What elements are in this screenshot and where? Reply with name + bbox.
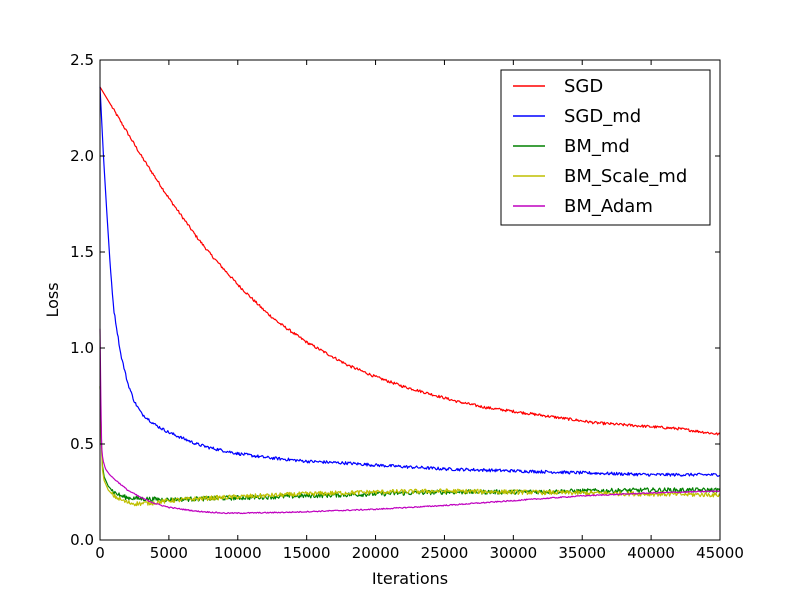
legend-label-bm-md: BM_md: [564, 136, 630, 157]
legend-label-bm-scale-md: BM_Scale_md: [564, 166, 687, 187]
x-tick-label: 20000: [352, 544, 400, 562]
legend-box: [500, 69, 711, 226]
legend-label-sgd: SGD: [564, 76, 603, 97]
legend-label-sgd-md: SGD_md: [564, 106, 641, 127]
tick-layer: 0 5000 10000 15000 20000 25000 30000 35000 40000…: [70, 51, 744, 562]
series-line-bm-scale-md: [99, 386, 721, 507]
x-tick-label: 40000: [627, 544, 675, 562]
x-tick-label: 35000: [558, 544, 606, 562]
series-line-bm-adam: [99, 328, 721, 515]
x-tick-label: 25000: [421, 544, 469, 562]
y-tick-label: 2.0: [70, 147, 94, 165]
x-tick-label: 0: [95, 544, 105, 562]
y-tick-label: 2.5: [70, 51, 94, 69]
y-tick-label: 1.0: [70, 339, 94, 357]
plot-frame: [99, 59, 721, 541]
series-line-bm-md: [99, 386, 721, 503]
y-axis-label: Loss: [43, 282, 62, 317]
x-tick-label: 10000: [214, 544, 262, 562]
series-line-sgd-md: [99, 86, 721, 477]
x-tick-label: 30000: [489, 544, 537, 562]
x-tick-label: 15000: [283, 544, 331, 562]
y-tick-label: 0.5: [70, 435, 94, 453]
x-tick-label: 5000: [150, 544, 188, 562]
y-tick-label: 1.5: [70, 243, 94, 261]
series-line-sgd: [99, 86, 721, 436]
y-tick-label: 0.0: [70, 531, 94, 549]
legend: SGD SGD_md BM_md BM_Scale_md BM_Adam: [500, 69, 711, 226]
x-axis-label: Iterations: [372, 569, 448, 588]
legend-label-bm-adam: BM_Adam: [564, 196, 653, 217]
x-tick-label: 45000: [696, 544, 744, 562]
series-layer: [99, 86, 721, 515]
